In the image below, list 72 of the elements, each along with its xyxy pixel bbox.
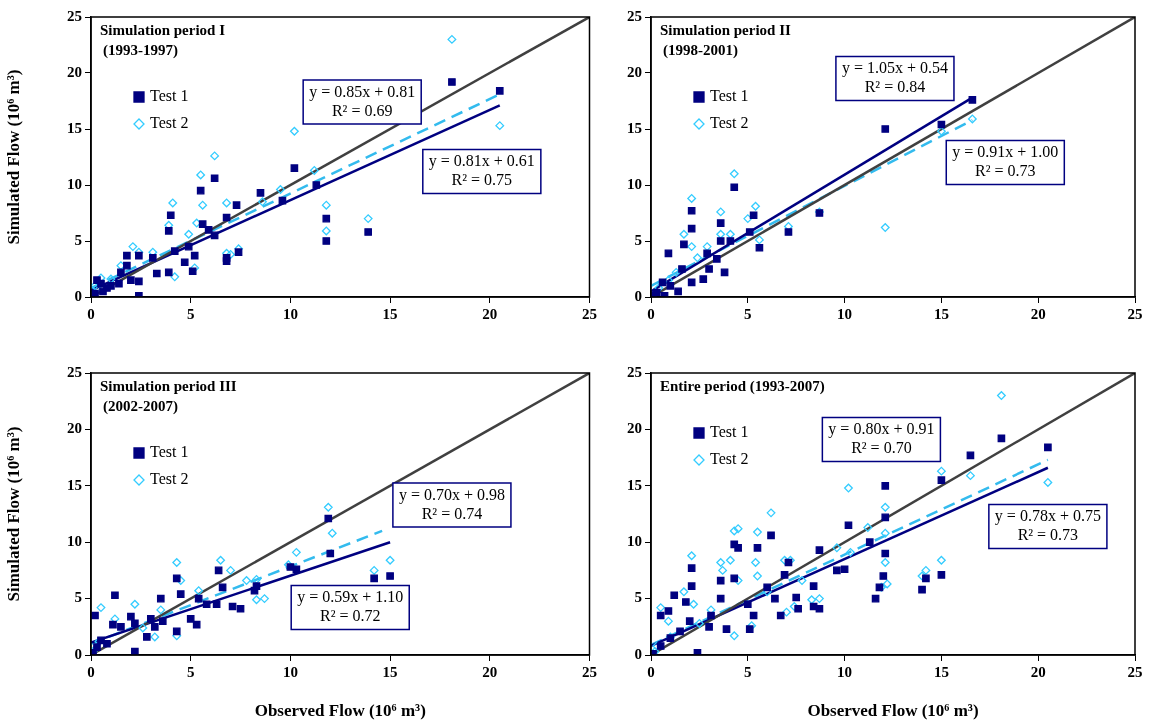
x-tick-label: 10	[837, 305, 853, 322]
annotation: y = 0.59x + 1.10 R² = 0.72	[297, 588, 404, 625]
annotation: y = 0.78x + 0.75 R² = 0.73	[994, 507, 1101, 544]
y-tick-label: 15	[627, 476, 642, 493]
y-tick-label: 20	[67, 420, 82, 437]
y-tick-label: 5	[74, 589, 82, 606]
y-tick-label: 25	[67, 7, 82, 24]
y-tick-label: 15	[627, 119, 642, 136]
y-axis-title: Simulated Flow (10⁶ m³)	[3, 69, 23, 245]
y-tick-label: 25	[627, 363, 642, 380]
y-tick-label: 20	[627, 420, 642, 437]
x-tick-label: 10	[282, 663, 298, 680]
x-tick-label: 0	[647, 305, 655, 322]
y-tick-label: 5	[634, 231, 642, 248]
x-tick-label: 25	[1127, 305, 1143, 322]
y-tick-label: 0	[634, 287, 642, 304]
annotation: y = 0.91x + 1.00 R² = 0.73	[952, 143, 1059, 180]
x-tick-label: 0	[87, 663, 95, 680]
annotation: y = 0.80x + 0.91 R² = 0.70	[828, 420, 935, 457]
x-tick-label: 15	[382, 305, 398, 322]
x-tick-label: 10	[282, 305, 298, 322]
legend-label: Test 1	[710, 423, 749, 441]
y-tick-label: 15	[67, 476, 82, 493]
y-tick-label: 25	[627, 7, 642, 24]
y-axis-title: Simulated Flow (10⁶ m³)	[3, 426, 23, 602]
annotation: y = 0.81x + 0.61 R² = 0.75	[428, 152, 535, 189]
x-tick-label: 15	[382, 663, 398, 680]
x-tick-label: 10	[837, 663, 853, 680]
x-tick-label: 5	[744, 305, 752, 322]
x-tick-label: 20	[1030, 305, 1046, 322]
x-tick-label: 15	[933, 663, 949, 680]
x-tick-label: 0	[87, 305, 95, 322]
x-tick-label: 5	[744, 663, 752, 680]
legend-label: Test 2	[710, 114, 749, 132]
y-tick-label: 20	[627, 63, 642, 80]
x-tick-label: 20	[1030, 663, 1046, 680]
legend-label: Test 1	[150, 443, 189, 461]
y-tick-label: 10	[627, 533, 642, 550]
y-tick-label: 0	[634, 645, 642, 662]
x-tick-label: 20	[482, 305, 498, 322]
y-tick-label: 25	[67, 363, 82, 380]
x-tick-label: 0	[647, 663, 655, 680]
legend-label: Test 2	[150, 470, 189, 488]
x-axis-title: Observed Flow (10⁶ m³)	[254, 701, 426, 721]
y-tick-label: 0	[74, 287, 82, 304]
y-tick-label: 15	[67, 119, 82, 136]
x-tick-label: 25	[1127, 663, 1143, 680]
x-tick-label: 15	[933, 305, 949, 322]
legend-label: Test 1	[710, 87, 749, 105]
annotation: y = 1.05x + 0.54 R² = 0.84	[841, 59, 948, 96]
annotation: y = 0.70x + 0.98 R² = 0.74	[398, 485, 505, 522]
x-tick-label: 5	[186, 305, 195, 322]
y-tick-label: 20	[67, 63, 82, 80]
text: Simulation period I (1993-1997)	[100, 22, 226, 59]
x-axis-title: Observed Flow (10⁶ m³)	[807, 701, 979, 721]
legend-label: Test 2	[150, 114, 189, 132]
text: Simulation period III (2002-2007)	[100, 378, 237, 415]
chart-title: Entire period (1993-2007)	[660, 378, 825, 395]
x-tick-label: 5	[186, 663, 195, 680]
text: Simulation period II (1998-2001)	[660, 22, 792, 59]
y-tick-label: 10	[67, 533, 82, 550]
y-tick-label: 5	[74, 231, 82, 248]
y-tick-label: 10	[67, 175, 82, 192]
legend-label: Test 1	[150, 87, 189, 105]
x-tick-label: 25	[582, 663, 597, 680]
annotation: y = 0.85x + 0.81 R² = 0.69	[309, 82, 416, 119]
y-tick-label: 10	[627, 175, 642, 192]
y-tick-label: 5	[634, 589, 642, 606]
y-tick-label: 0	[74, 645, 82, 662]
x-tick-label: 25	[582, 305, 597, 322]
legend-label: Test 2	[710, 450, 749, 468]
x-tick-label: 20	[482, 663, 498, 680]
